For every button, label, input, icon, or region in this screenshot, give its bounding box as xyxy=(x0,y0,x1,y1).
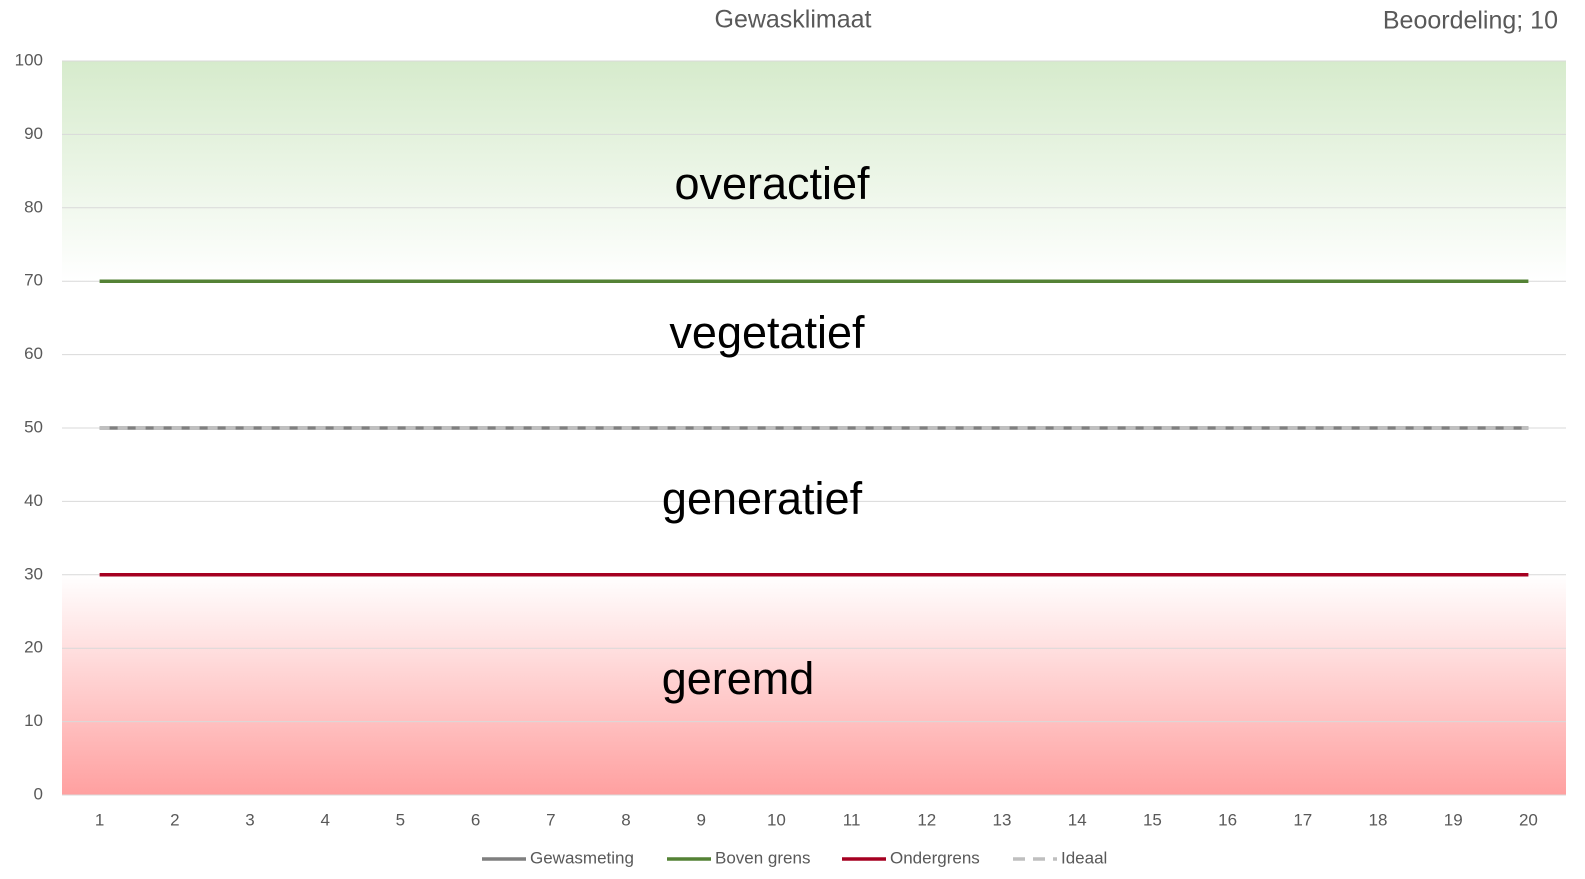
y-tick-label: 90 xyxy=(24,124,43,143)
legend-label: Ondergrens xyxy=(890,848,980,867)
y-tick-label: 60 xyxy=(24,344,43,363)
zone-low xyxy=(62,574,1566,795)
legend-label: Gewasmeting xyxy=(530,848,634,867)
x-tick-label: 15 xyxy=(1143,810,1162,829)
x-tick-label: 4 xyxy=(320,810,329,829)
rating: Beoordeling; 10 xyxy=(1383,7,1558,35)
legend-label: Boven grens xyxy=(715,848,810,867)
x-tick-label: 20 xyxy=(1519,810,1538,829)
y-tick-label: 80 xyxy=(24,197,43,216)
zone-label: generatief xyxy=(662,473,863,524)
x-tick-label: 3 xyxy=(245,810,254,829)
zone-label: vegetatief xyxy=(669,307,865,358)
y-tick-label: 20 xyxy=(24,638,43,657)
y-tick-label: 30 xyxy=(24,564,43,583)
x-tick-label: 19 xyxy=(1444,810,1463,829)
x-tick-label: 8 xyxy=(621,810,630,829)
y-tick-label: 100 xyxy=(15,50,43,69)
x-tick-label: 14 xyxy=(1068,810,1087,829)
zone-high xyxy=(62,61,1566,282)
x-tick-label: 16 xyxy=(1218,810,1237,829)
x-tick-label: 10 xyxy=(767,810,786,829)
x-tick-label: 2 xyxy=(170,810,179,829)
x-tick-label: 18 xyxy=(1369,810,1388,829)
x-tick-label: 11 xyxy=(843,810,861,829)
y-tick-label: 40 xyxy=(24,491,43,510)
y-tick-label: 0 xyxy=(34,784,43,803)
x-tick-label: 5 xyxy=(396,810,405,829)
x-tick-label: 12 xyxy=(917,810,936,829)
x-tick-label: 13 xyxy=(993,810,1012,829)
zone-label: overactief xyxy=(674,158,870,209)
x-tick-label: 7 xyxy=(546,810,555,829)
y-tick-label: 70 xyxy=(24,271,43,290)
x-tick-label: 17 xyxy=(1293,810,1312,829)
y-tick-label: 50 xyxy=(24,417,43,436)
x-tick-label: 1 xyxy=(95,810,104,829)
y-tick-label: 10 xyxy=(24,711,43,730)
legend-label: Ideaal xyxy=(1061,848,1107,867)
x-tick-label: 6 xyxy=(471,810,480,829)
chart-title: Gewasklimaat xyxy=(715,6,872,34)
x-tick-label: 9 xyxy=(696,810,705,829)
zone-label: geremd xyxy=(662,653,815,704)
